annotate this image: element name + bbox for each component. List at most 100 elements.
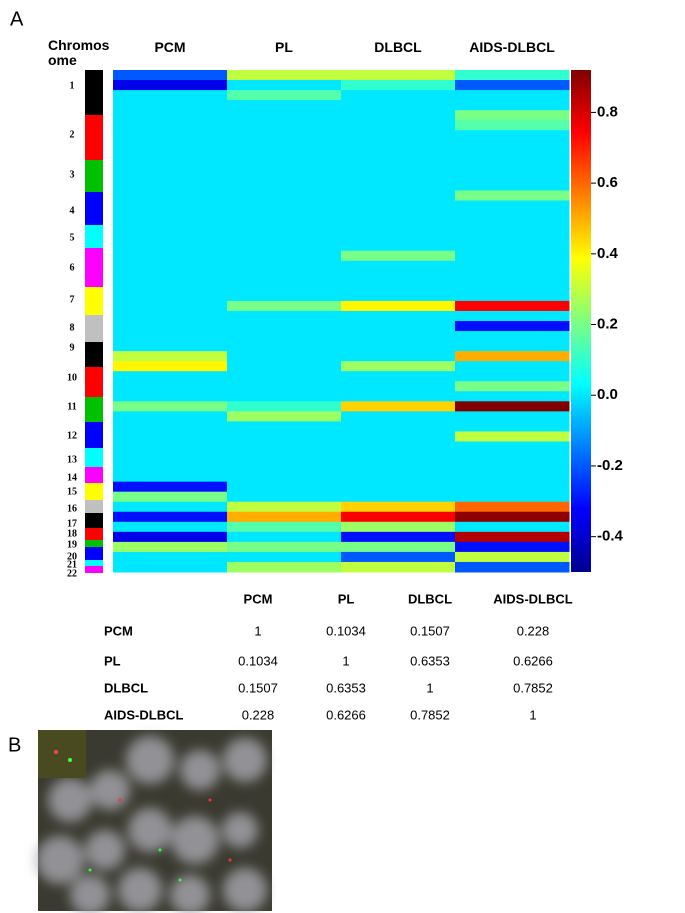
heatmap-cell bbox=[227, 250, 342, 262]
chromosome-band bbox=[85, 566, 103, 573]
heatmap-cell bbox=[227, 371, 342, 382]
colorbar-tick-label: 0.0 bbox=[597, 386, 618, 403]
table-cell: 1 bbox=[342, 653, 349, 668]
heatmap-cell bbox=[227, 170, 342, 181]
heatmap-cell bbox=[341, 361, 456, 372]
heatmap-cell bbox=[455, 491, 570, 503]
heatmap-cell bbox=[341, 341, 456, 352]
heatmap-cell bbox=[113, 200, 228, 212]
heatmap-cell bbox=[455, 180, 570, 191]
row-label: AIDS-DLBCL bbox=[104, 707, 183, 722]
heatmap-cell bbox=[227, 551, 342, 563]
heatmap-cell bbox=[455, 160, 570, 171]
heatmap-cell bbox=[341, 130, 456, 141]
heatmap-cell bbox=[227, 541, 342, 553]
chromosome-label: 13 bbox=[67, 454, 77, 465]
heatmap-cell bbox=[113, 310, 228, 322]
colorbar-tick-label: 0.6 bbox=[597, 174, 618, 191]
heatmap-cell bbox=[227, 511, 342, 523]
heatmap-cell bbox=[455, 220, 570, 232]
chromosome-label: 16 bbox=[67, 503, 77, 514]
heatmap-cell bbox=[455, 481, 570, 493]
table-cell: 0.7852 bbox=[513, 680, 553, 695]
table-cell: 0.228 bbox=[242, 707, 275, 722]
chromosome-band bbox=[85, 483, 103, 500]
chromosome-label: 7 bbox=[70, 294, 75, 305]
chromosome-band bbox=[85, 528, 103, 540]
chromosome-label: 11 bbox=[67, 401, 76, 412]
chromosome-band bbox=[85, 513, 103, 528]
heatmap-cell bbox=[455, 501, 570, 513]
heatmap-cell bbox=[455, 471, 570, 483]
heatmap-cell bbox=[227, 140, 342, 151]
heatmap-cell bbox=[341, 491, 456, 503]
chromosome-label: 19 bbox=[67, 539, 77, 550]
heatmap-cell bbox=[113, 160, 228, 171]
table-cell: 1 bbox=[426, 680, 433, 695]
heatmap-cell bbox=[455, 381, 570, 392]
column-header: PCM bbox=[154, 39, 186, 55]
table-header: PL bbox=[338, 591, 355, 606]
heatmap-cell bbox=[341, 260, 456, 272]
heatmap-cell bbox=[455, 541, 570, 553]
heatmap-cell bbox=[113, 260, 228, 272]
chromosome-label: 22 bbox=[67, 568, 77, 579]
heatmap-cell bbox=[227, 471, 342, 483]
heatmap-cell bbox=[455, 90, 570, 101]
chromosome-label: 6 bbox=[70, 262, 75, 273]
column-header: Chromosome bbox=[48, 37, 110, 68]
heatmap-cell bbox=[113, 290, 228, 302]
heatmap-cell bbox=[341, 90, 456, 101]
heatmap-cell bbox=[113, 90, 228, 101]
chromosome-band bbox=[85, 547, 103, 560]
heatmap-cell bbox=[113, 421, 228, 432]
chromosome-label: 14 bbox=[67, 472, 77, 483]
heatmap-cell bbox=[227, 100, 342, 111]
chromosome-band bbox=[85, 192, 103, 225]
heatmap-cell bbox=[341, 220, 456, 232]
heatmap-cell bbox=[341, 561, 456, 573]
heatmap-cell bbox=[227, 110, 342, 121]
heatmap-cell bbox=[113, 451, 228, 463]
heatmap-cell bbox=[113, 391, 228, 402]
heatmap-cell bbox=[227, 130, 342, 141]
heatmap-cell bbox=[113, 130, 228, 141]
heatmap-cell bbox=[341, 321, 456, 332]
chromosome-label: 9 bbox=[70, 342, 75, 353]
colorbar-tick-label: -0.2 bbox=[597, 457, 623, 474]
column-header: AIDS-DLBCL bbox=[469, 39, 555, 55]
heatmap-cell bbox=[455, 551, 570, 563]
chromosome-band bbox=[85, 422, 103, 448]
chromosome-band bbox=[85, 248, 103, 287]
heatmap-cell bbox=[455, 130, 570, 141]
heatmap-cell bbox=[113, 371, 228, 382]
heatmap-cell bbox=[341, 290, 456, 302]
heatmap-cell bbox=[341, 441, 456, 453]
heatmap-cell bbox=[455, 411, 570, 422]
chromosome-label: 3 bbox=[70, 169, 75, 180]
heatmap-cell bbox=[227, 561, 342, 573]
heatmap-cell bbox=[227, 441, 342, 453]
heatmap-cell bbox=[227, 70, 342, 81]
heatmap-cell bbox=[341, 280, 456, 292]
heatmap-cell bbox=[113, 411, 228, 422]
table-cell: 0.1507 bbox=[238, 680, 278, 695]
heatmap-cell bbox=[455, 70, 570, 81]
heatmap-cell bbox=[113, 561, 228, 573]
colorbar bbox=[571, 70, 591, 572]
heatmap-cell bbox=[227, 381, 342, 392]
heatmap-cell bbox=[455, 80, 570, 91]
colorbar-tick-label: 0.8 bbox=[597, 103, 618, 120]
heatmap-cell bbox=[227, 200, 342, 212]
heatmap-cell bbox=[341, 270, 456, 282]
heatmap-cell bbox=[227, 501, 342, 513]
heatmap-cell bbox=[455, 190, 570, 202]
heatmap-cell bbox=[341, 170, 456, 181]
heatmap-cell bbox=[341, 541, 456, 553]
heatmap-cell bbox=[341, 140, 456, 151]
chromosome-band bbox=[85, 467, 103, 483]
chromosome-band bbox=[85, 367, 103, 397]
heatmap-cell bbox=[341, 180, 456, 191]
heatmap-cell bbox=[113, 341, 228, 352]
